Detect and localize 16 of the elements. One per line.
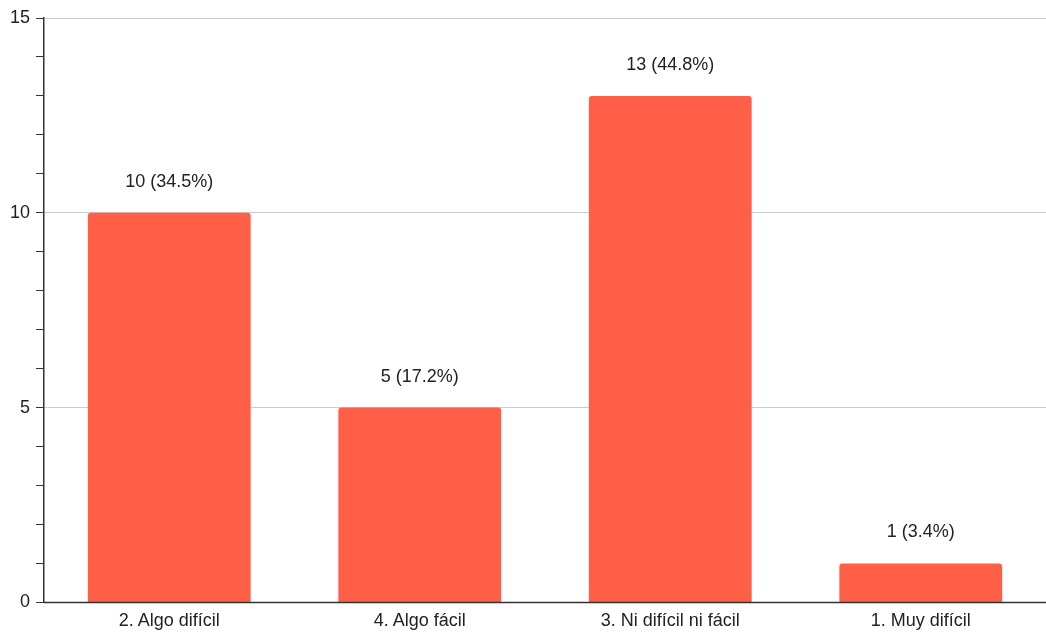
bar: [87, 212, 251, 602]
data-label: 1 (3.4%): [886, 521, 955, 542]
x-tick-label: 2. Algo difícil: [118, 610, 220, 631]
y-tick-label: 15: [9, 6, 31, 27]
bar: [839, 563, 1003, 602]
data-label: 5 (17.2%): [380, 365, 459, 386]
x-tick-label: 4. Algo fácil: [373, 610, 466, 631]
x-tick-label: 3. Ni difícil ni fácil: [600, 610, 740, 631]
bar: [588, 95, 752, 602]
x-tick-label: 1. Muy difícil: [870, 610, 971, 631]
y-tick-label: 5: [20, 396, 31, 417]
data-label: 13 (44.8%): [626, 53, 715, 74]
y-tick-label: 0: [20, 591, 31, 612]
y-tick-label: 10: [9, 201, 31, 222]
bar: [338, 407, 502, 602]
data-label: 10 (34.5%): [125, 170, 214, 191]
